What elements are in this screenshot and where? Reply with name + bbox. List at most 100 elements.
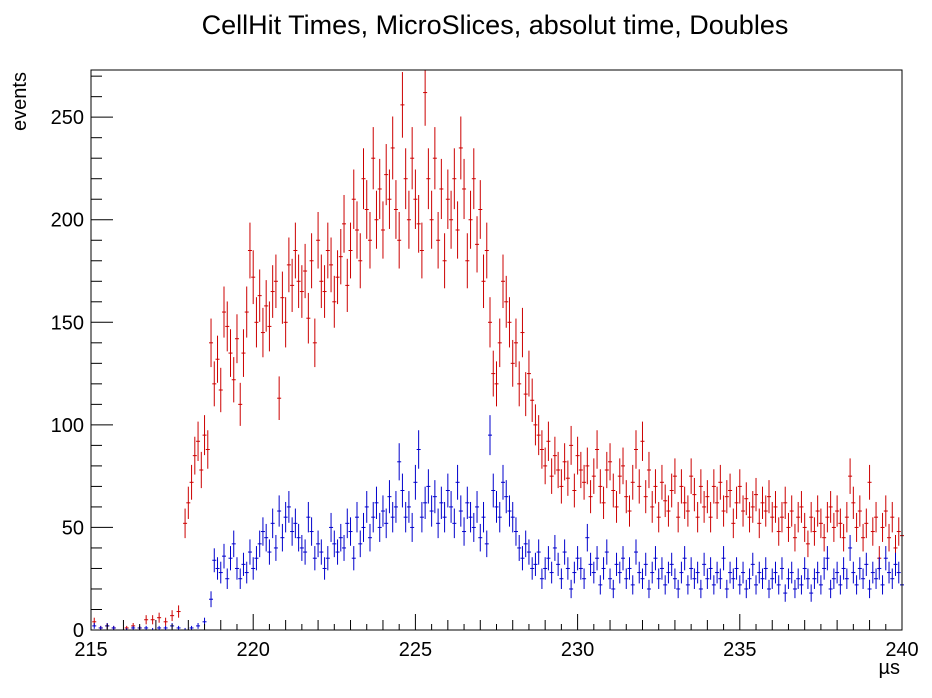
data-point — [805, 530, 810, 558]
data-point — [319, 254, 324, 309]
data-point — [367, 211, 372, 269]
data-point — [841, 557, 846, 580]
data-point — [536, 415, 541, 456]
data-point — [747, 501, 752, 533]
data-point — [380, 495, 385, 527]
x-tick-label: 220 — [237, 639, 270, 661]
data-point — [539, 568, 544, 589]
data-point — [345, 258, 350, 312]
data-point — [390, 501, 395, 533]
data-point — [247, 222, 252, 279]
data-point — [423, 486, 428, 519]
data-point — [436, 211, 441, 269]
data-point — [624, 480, 629, 514]
data-point — [209, 318, 214, 368]
data-point — [844, 501, 849, 533]
data-point — [264, 280, 269, 332]
data-point — [410, 127, 415, 190]
data-point — [397, 211, 402, 269]
data-point — [238, 568, 243, 589]
data-point — [306, 292, 311, 344]
data-point — [449, 491, 454, 523]
data-point — [510, 501, 515, 533]
axis-ticks: 215 220 225 230 235 240 0 50 100 150 200 250 — [51, 75, 919, 661]
data-point — [611, 473, 616, 508]
data-point — [621, 546, 626, 571]
data-point — [754, 575, 759, 595]
data-point — [397, 443, 402, 481]
data-point — [565, 460, 570, 496]
data-point — [838, 508, 843, 539]
data-point — [569, 579, 574, 599]
data-point — [183, 508, 188, 539]
data-point — [338, 523, 343, 552]
data-point — [792, 523, 797, 552]
data-point — [267, 539, 272, 565]
data-point — [186, 486, 191, 519]
data-point — [546, 421, 551, 461]
data-point — [471, 148, 476, 210]
data-point — [98, 625, 103, 630]
data-point — [773, 561, 778, 584]
data-point — [883, 495, 888, 527]
data-point — [163, 617, 168, 626]
data-point — [426, 148, 431, 210]
data-point — [371, 127, 376, 190]
data-point — [588, 480, 593, 514]
data-point — [705, 480, 710, 514]
data-point — [864, 552, 869, 576]
data-point — [358, 233, 363, 289]
data-point — [825, 546, 830, 571]
data-point — [273, 254, 278, 309]
data-point — [637, 561, 642, 584]
y-tick-label: 200 — [51, 210, 84, 232]
data-point — [650, 561, 655, 584]
data-point — [728, 561, 733, 584]
series-layer — [92, 70, 904, 631]
data-point — [507, 297, 512, 348]
data-point — [465, 233, 470, 289]
y-tick-label: 50 — [62, 517, 84, 539]
x-tick-label: 240 — [885, 639, 918, 661]
x-tick-label: 235 — [723, 639, 756, 661]
data-point — [572, 561, 577, 584]
data-point — [543, 447, 548, 485]
data-point — [458, 116, 463, 180]
data-point — [718, 464, 723, 500]
y-tick-label: 0 — [73, 620, 84, 642]
data-point — [575, 436, 580, 475]
data-point — [621, 447, 626, 485]
data-point — [556, 451, 561, 489]
x-tick-label: 230 — [561, 639, 594, 661]
data-point — [358, 530, 363, 558]
data-point — [199, 451, 204, 489]
data-point — [848, 534, 853, 561]
data-point — [247, 539, 252, 565]
data-point — [423, 70, 428, 126]
data-point — [562, 539, 567, 565]
data-point — [611, 579, 616, 599]
data-point — [442, 233, 447, 289]
data-point — [280, 523, 285, 552]
data-point — [792, 579, 797, 599]
data-point — [698, 469, 703, 504]
data-point — [747, 568, 752, 589]
data-point — [497, 318, 502, 368]
data-point — [591, 458, 596, 494]
data-point — [238, 382, 243, 426]
data-point — [432, 127, 437, 190]
data-point — [432, 480, 437, 514]
data-point — [744, 482, 749, 516]
data-point — [488, 297, 493, 348]
data-point — [750, 552, 755, 576]
data-point — [517, 534, 522, 561]
data-point — [400, 72, 405, 138]
data-point — [825, 501, 830, 533]
x-tick-label: 215 — [74, 639, 107, 661]
data-point — [225, 568, 230, 589]
data-point — [157, 625, 162, 630]
data-point — [838, 575, 843, 595]
data-point — [685, 575, 690, 595]
data-point — [702, 552, 707, 576]
data-point — [192, 436, 197, 475]
